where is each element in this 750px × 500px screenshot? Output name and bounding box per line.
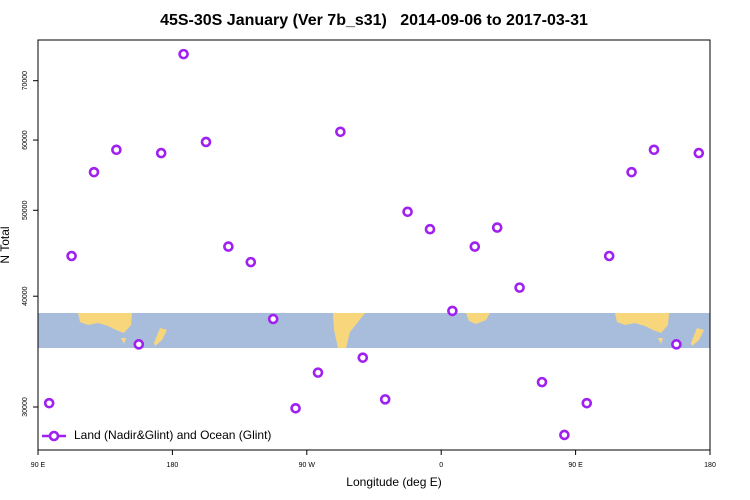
legend-marker [48,430,60,442]
land [78,313,132,333]
x-tick-label: 180 [167,462,179,469]
point [88,166,100,178]
point [693,147,705,159]
point [491,222,503,233]
ocean [38,313,710,348]
point [402,206,413,218]
point [245,256,257,268]
land [121,338,126,344]
land [658,338,663,344]
point [312,367,324,378]
land [691,328,704,346]
land [615,313,669,333]
point [43,397,55,409]
point [671,339,682,350]
point [290,402,301,414]
x-tick-label: 90 E [568,462,583,469]
point [178,48,189,60]
point [447,305,458,317]
land [333,313,365,348]
chart-title: 45S-30S January (Ver 7b_s31) 2014-09-06 … [160,12,588,29]
y-tick-label: 50000 [22,200,29,220]
point [335,126,346,138]
y-axis-label: N Total [0,226,12,263]
x-tick-label: 90 W [299,462,316,469]
plot-frame [37,39,711,451]
land [466,313,490,324]
land [154,328,167,346]
point [379,394,391,405]
legend-label: Land (Nadir&Glint) and Ocean (Glint) [74,428,271,442]
point [66,250,77,262]
point [626,166,637,178]
point [469,241,481,252]
point [200,136,212,148]
point [155,147,167,159]
x-axis-label: Longitude (deg E) [346,475,441,489]
point [536,376,548,388]
point [648,144,660,156]
point [514,282,525,293]
x-tick-label: 0 [439,462,443,469]
x-tick-label: 180 [704,462,716,469]
point [111,144,122,156]
point [603,250,615,262]
point [559,429,570,441]
point [133,339,145,350]
point [581,397,593,409]
point [267,313,279,325]
y-tick-label: 70000 [22,71,29,91]
x-tick-label: 90 E [31,462,46,469]
y-tick-label: 40000 [22,286,29,306]
map-band [38,313,710,348]
point [357,352,369,363]
y-tick-label: 60000 [22,130,29,150]
point [223,241,234,252]
point [424,223,436,235]
y-tick-label: 30000 [22,397,29,417]
